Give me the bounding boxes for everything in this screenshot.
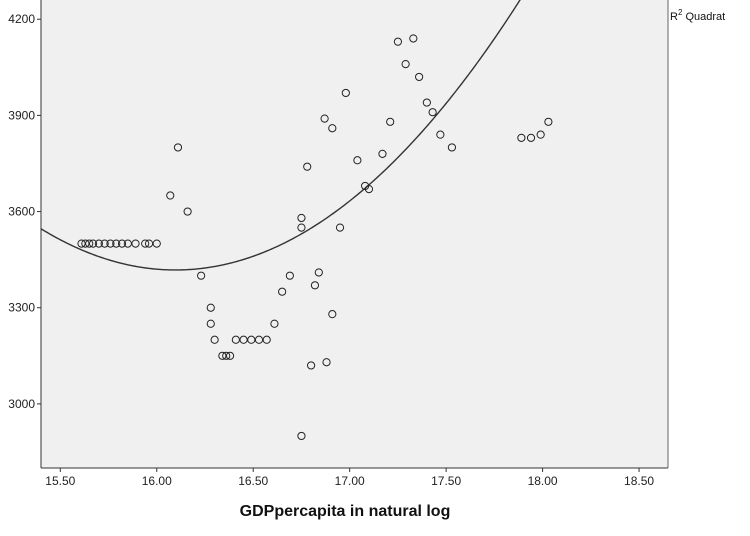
- data-point: [81, 239, 90, 248]
- data-point: [152, 239, 161, 248]
- data-point: [206, 303, 215, 312]
- data-point: [322, 358, 331, 367]
- legend-label-r: R: [670, 11, 678, 23]
- legend-label: R2 Quadrat: [670, 8, 725, 23]
- data-point: [210, 335, 219, 344]
- y-tick-label: 3900: [8, 108, 35, 122]
- data-point: [422, 98, 431, 107]
- data-point: [206, 319, 215, 328]
- data-point: [117, 239, 127, 248]
- x-tick-label: 15.50: [45, 474, 75, 488]
- data-point: [297, 223, 306, 232]
- data-point: [536, 130, 545, 139]
- y-tick-label: 3000: [8, 397, 35, 411]
- data-point: [94, 239, 103, 248]
- data-point: [100, 239, 109, 248]
- data-point: [310, 281, 320, 290]
- data-point: [320, 114, 329, 123]
- data-point: [378, 149, 387, 158]
- data-point: [141, 239, 150, 248]
- data-point: [393, 37, 403, 46]
- data-point: [297, 213, 306, 223]
- data-point: [335, 223, 345, 232]
- data-point: [270, 319, 279, 328]
- data-point: [112, 239, 121, 248]
- quadratic-fit-line: [41, 0, 521, 271]
- data-point: [144, 239, 154, 248]
- plot-area: [41, 0, 668, 468]
- data-point: [341, 88, 350, 98]
- data-point: [173, 143, 183, 152]
- data-point: [436, 130, 445, 139]
- data-point: [225, 351, 235, 360]
- y-tick-label: 3300: [8, 301, 35, 315]
- data-point: [364, 185, 374, 194]
- data-point: [517, 133, 526, 142]
- data-point: [85, 239, 94, 248]
- data-point: [447, 143, 457, 152]
- data-point: [231, 335, 240, 344]
- data-point: [88, 239, 98, 248]
- y-tick-label: 3600: [8, 205, 35, 219]
- data-point: [131, 239, 140, 248]
- data-point: [297, 431, 306, 441]
- data-point: [262, 335, 271, 344]
- data-point: [183, 207, 192, 216]
- x-tick-label: 16.00: [142, 474, 172, 488]
- data-point: [415, 72, 424, 82]
- data-point: [106, 239, 115, 248]
- data-point: [239, 335, 248, 344]
- data-point: [428, 108, 437, 117]
- data-point: [303, 162, 312, 171]
- data-point: [254, 335, 264, 344]
- data-point: [328, 124, 337, 133]
- data-point: [278, 287, 287, 296]
- x-axis-label: GDPpercapita in natural log: [240, 503, 451, 520]
- legend-label-superscript: 2: [678, 8, 683, 17]
- x-tick-label: 18.50: [624, 474, 654, 488]
- data-point: [401, 60, 410, 69]
- data-point: [222, 351, 231, 360]
- data-point: [306, 361, 316, 370]
- legend-label-suffix: Quadrat: [682, 11, 725, 23]
- data-point: [526, 133, 536, 142]
- data-point: [197, 271, 206, 280]
- x-tick-label: 17.50: [431, 474, 461, 488]
- data-point: [409, 34, 418, 43]
- data-point: [218, 351, 227, 360]
- data-point: [328, 310, 337, 319]
- x-tick-label: 17.00: [335, 474, 365, 488]
- x-tick-label: 16.50: [238, 474, 268, 488]
- data-point: [353, 156, 362, 165]
- data-point: [544, 117, 553, 126]
- data-point: [123, 239, 132, 248]
- data-point: [247, 335, 256, 344]
- x-tick-label: 18.00: [528, 474, 558, 488]
- y-tick-label: 4200: [8, 12, 35, 26]
- data-point: [77, 239, 86, 248]
- data-point: [314, 268, 323, 277]
- data-point: [166, 191, 175, 200]
- data-point: [285, 271, 294, 280]
- data-point: [386, 117, 395, 126]
